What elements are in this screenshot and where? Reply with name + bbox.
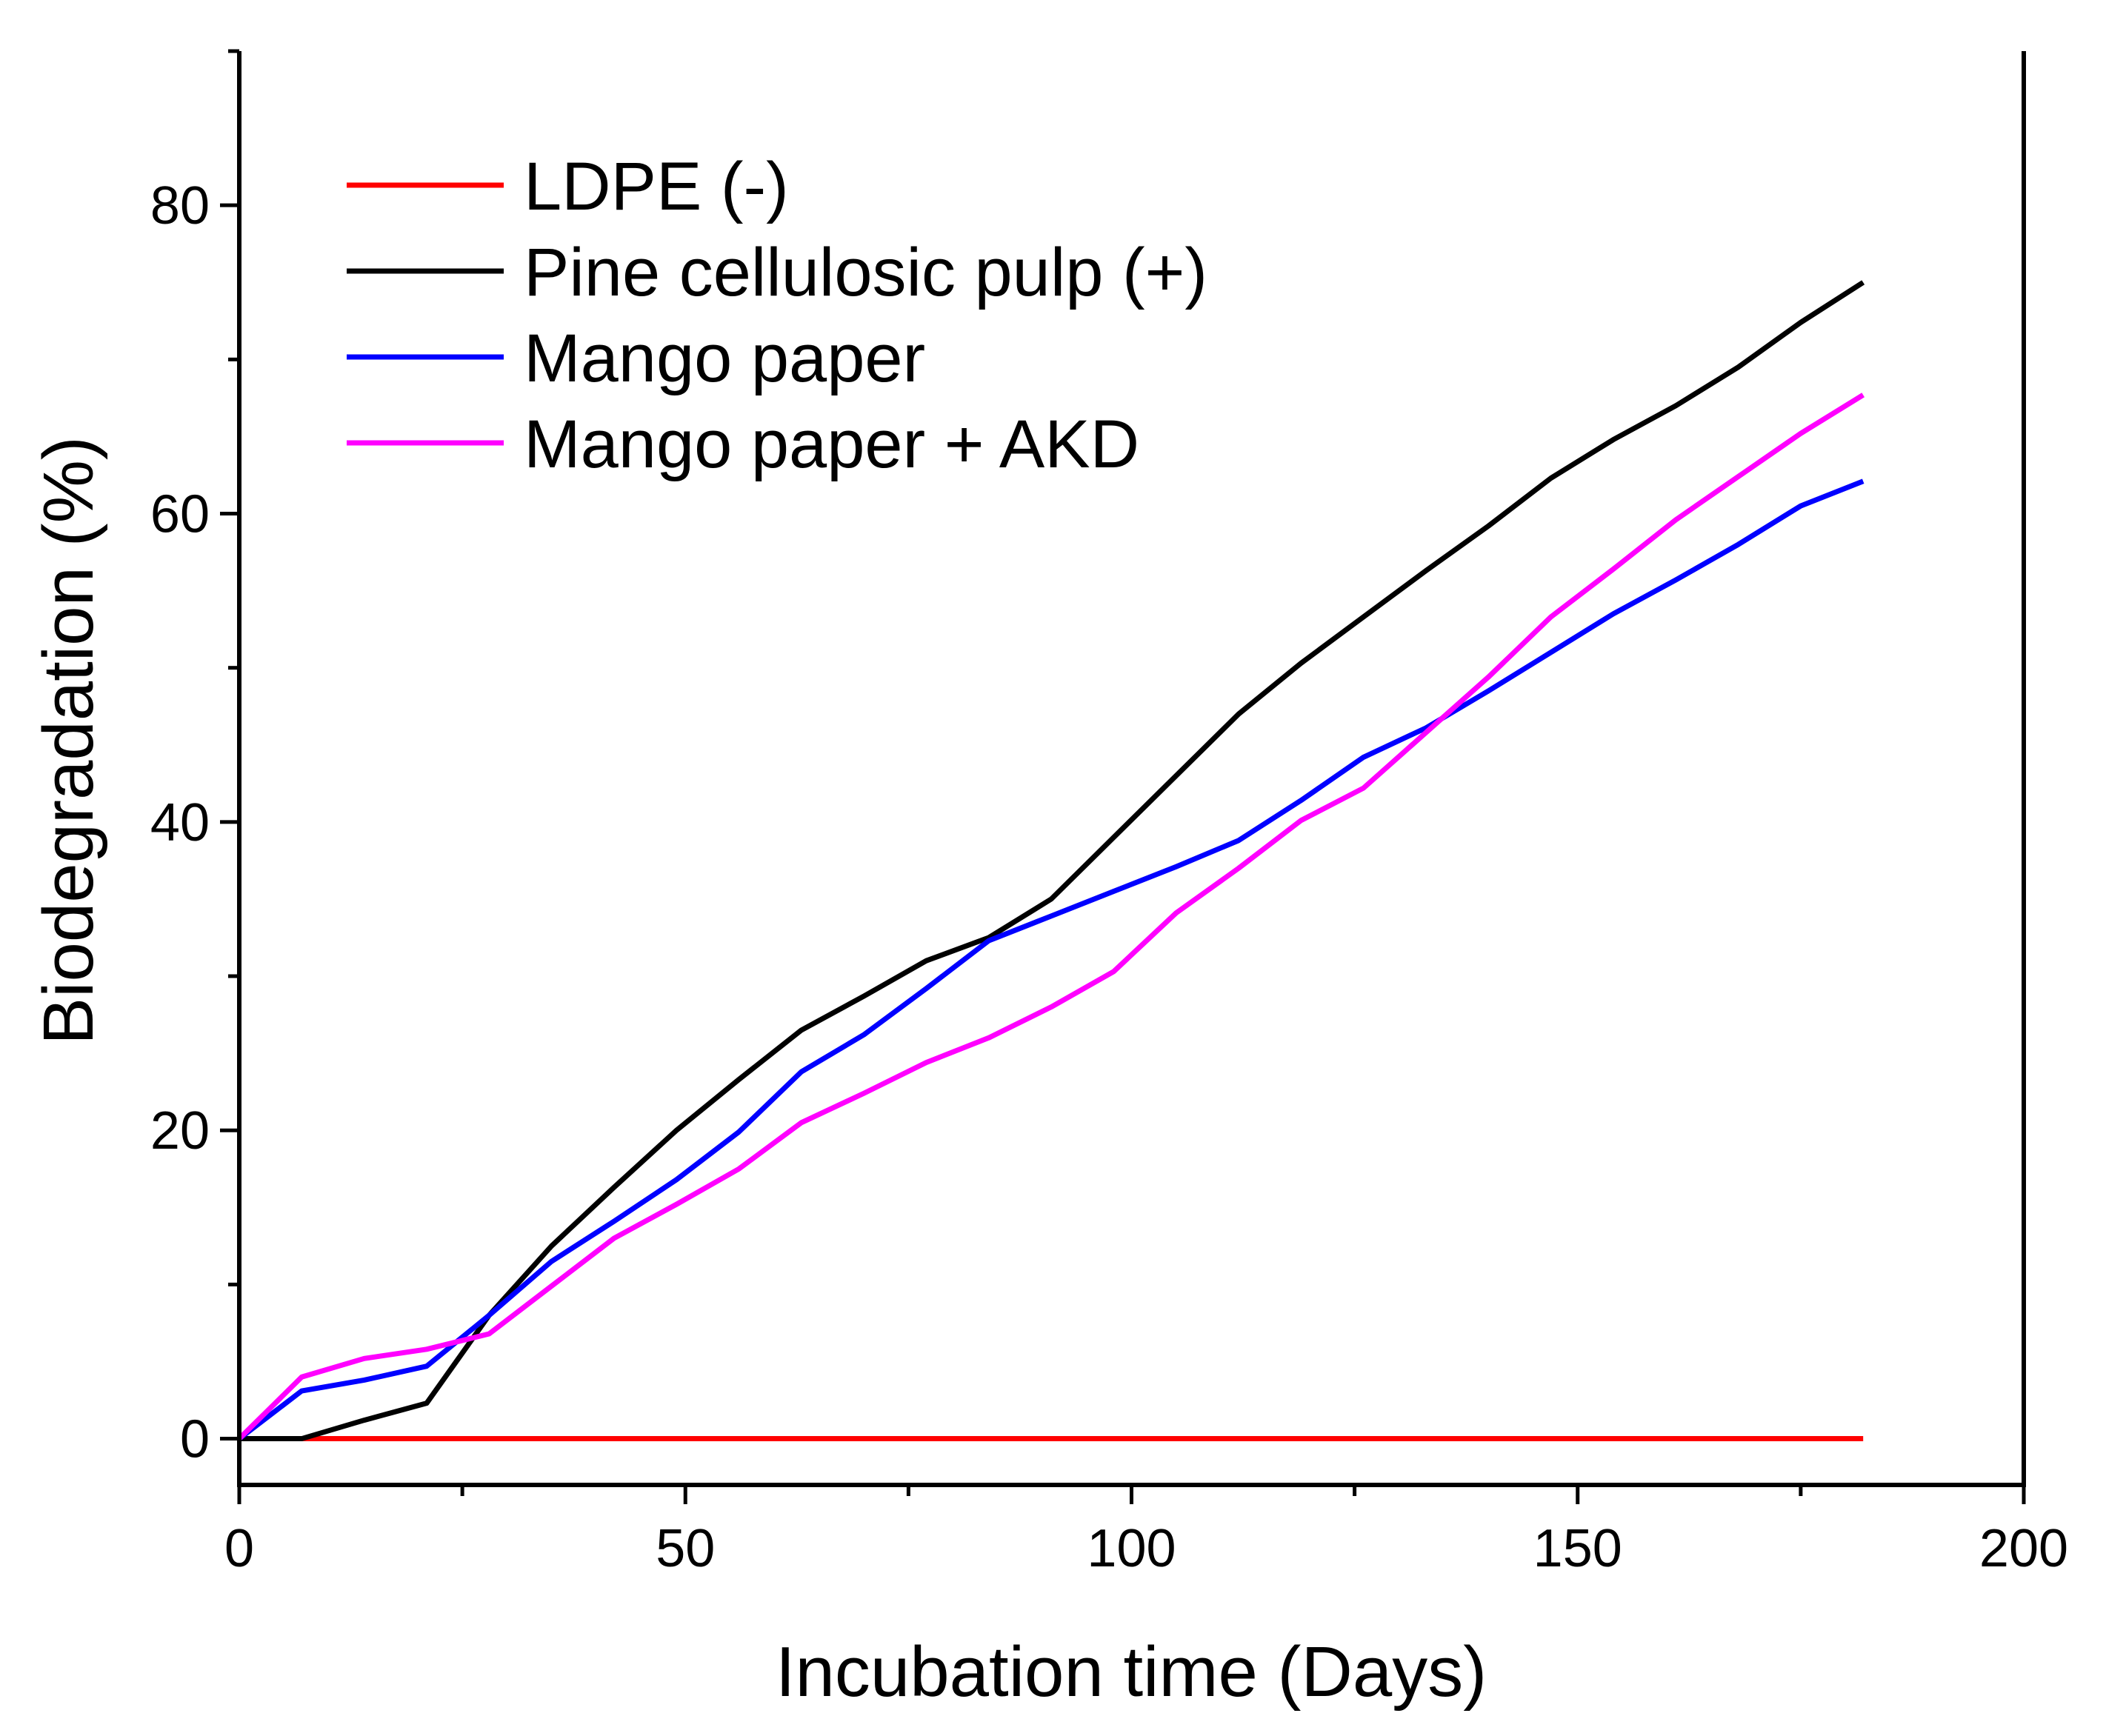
x-tick-label: 50 bbox=[656, 1519, 715, 1578]
y-tick-label: 0 bbox=[180, 1410, 210, 1469]
y-axis-title: Biodegradation (%) bbox=[29, 436, 108, 1045]
x-tick-label: 150 bbox=[1533, 1519, 1622, 1578]
legend-label: Mango paper bbox=[524, 321, 925, 396]
legend-label: Pine cellulosic pulp (+) bbox=[524, 235, 1207, 310]
series-line-1 bbox=[239, 280, 1865, 1442]
series-line-2 bbox=[237, 478, 1865, 1441]
x-axis-title: Incubation time (Days) bbox=[776, 1632, 1487, 1712]
y-tick-label: 80 bbox=[150, 176, 210, 236]
legend-label: LDPE (-) bbox=[524, 149, 789, 224]
legend-label: Mango paper + AKD bbox=[524, 407, 1139, 482]
x-tick-label: 100 bbox=[1087, 1519, 1176, 1578]
y-tick-label: 20 bbox=[150, 1101, 210, 1161]
x-tick-label: 0 bbox=[224, 1519, 254, 1578]
x-tick-label: 200 bbox=[1979, 1519, 2068, 1578]
y-tick-label: 40 bbox=[150, 793, 210, 852]
y-tick-label: 60 bbox=[150, 485, 210, 544]
series-line-3 bbox=[237, 393, 1865, 1441]
